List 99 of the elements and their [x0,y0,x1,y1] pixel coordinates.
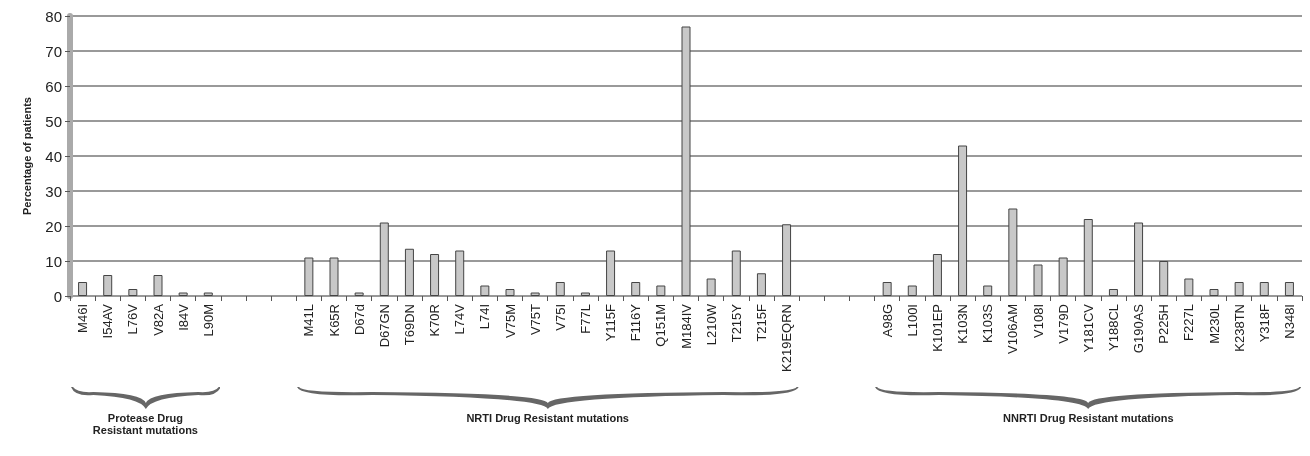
x-tick-label: D67GN [376,304,392,348]
bar [1108,289,1118,296]
x-tick-label: V108I [1030,304,1046,338]
bar [404,248,414,296]
bar [1134,222,1144,296]
bar [505,289,515,296]
x-tick-label: L76V [125,303,141,335]
bar [78,282,88,296]
x-tick-label: K103N [955,304,971,344]
bar [1083,219,1093,296]
y-tick-label: 10 [45,252,62,270]
x-tick-label: Y115F [603,303,619,342]
x-tick-label: T215Y [728,303,744,343]
x-tick-label: K219EQRN [779,304,795,372]
y-tick-label: 50 [45,112,62,130]
x-tick-label: Y188CL [1105,304,1121,351]
x-tick-label: V75I [552,304,568,331]
bar [756,273,766,296]
x-tick-label: I84V [175,303,191,331]
x-tick-label: Y181CV [1080,303,1096,353]
x-tick-label: T215F [753,303,769,342]
x-tick-label: M41L [301,304,317,337]
x-tick-label: Y318F [1256,303,1272,343]
x-tick-label: G190AS [1131,303,1147,354]
bar [1184,278,1194,296]
bar [983,285,993,296]
bar [1259,282,1269,296]
bar [1284,282,1294,296]
x-tick-label: L74I [477,304,493,330]
text: NRTI Drug Resistant mutations [466,412,629,424]
y-tick-label: 80 [45,7,62,25]
bar [555,282,565,296]
x-tick-label: M230L [1206,304,1222,344]
bar [1209,289,1219,296]
y-tick-label: 70 [45,42,62,60]
bar [631,282,641,296]
bar [782,224,792,296]
x-tick-label: V75M [502,304,518,338]
x-tick-label: F77L [577,304,593,334]
x-tick-label: V82A [150,303,166,336]
bar [706,278,716,296]
bar [379,222,389,296]
bar [354,292,364,296]
y-axis-title: Percentage of patients [20,97,33,215]
bar [430,254,440,296]
x-tick-label: M46I [75,304,91,333]
x-tick-label: T69DN [401,304,417,346]
x-tick-label: V75T [527,303,543,336]
x-tick-label: L90M [200,304,216,337]
x-tick-label: F116Y [628,303,644,342]
bar [530,292,540,296]
y-tick-label: 40 [45,147,62,165]
x-tick-label: L210W [703,303,719,346]
x-tick-label: P225H [1156,304,1172,344]
y-tick-label: 30 [45,182,62,200]
x-tick-label: K70R [427,304,443,337]
text: Protease Drug Resistant mutations [92,412,198,436]
bar [1234,282,1244,296]
bar [178,292,188,296]
bar [153,275,163,296]
x-tick-label: N348I [1281,304,1297,339]
x-tick-label: M184IV [678,303,694,349]
y-tick-label: 20 [45,217,62,235]
bar [455,250,465,296]
bar [1008,208,1018,296]
bar [656,285,666,296]
text: NNRTI Drug Resistant mutations [1003,412,1174,424]
bar [203,292,213,296]
x-tick-label: K238TN [1231,304,1247,352]
x-tick-label: F227L [1181,304,1197,341]
bar [1033,264,1043,296]
x-tick-label: V106AM [1005,304,1021,354]
bar [480,285,490,296]
y-tick-label: 60 [45,77,62,95]
bar [932,254,942,296]
bar [731,250,741,296]
x-tick-label: K65R [326,304,342,337]
bar [606,250,616,296]
x-tick-label: I54AV [100,303,116,339]
bar [958,145,968,296]
bar [580,292,590,296]
bar [681,26,691,296]
x-tick-label: D67d [351,304,367,336]
y-tick-label: 0 [53,287,62,305]
bar [304,257,314,296]
bar [103,275,113,296]
x-tick-label: L100I [904,304,920,337]
bar [128,289,138,296]
bar [1159,261,1169,296]
x-tick-label: K101EP [929,304,945,352]
bar [882,282,892,296]
x-tick-label: Q151M [653,304,669,347]
bar [329,257,339,296]
bar [1058,257,1068,296]
x-tick-label: V179D [1055,304,1071,344]
x-tick-label: A98G [879,304,895,338]
x-tick-label: K103S [980,303,996,344]
x-tick-label: L74V [452,303,468,335]
bar [907,285,917,296]
